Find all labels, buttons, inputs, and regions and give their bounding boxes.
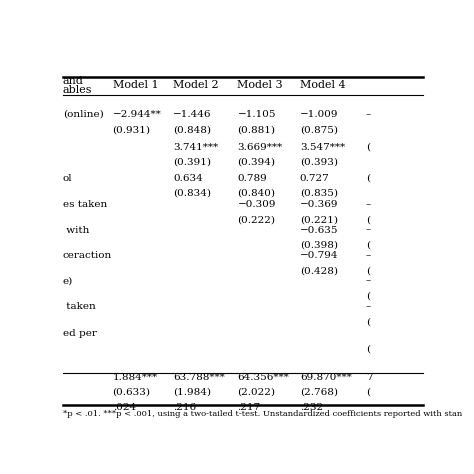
Text: (0.633): (0.633): [112, 388, 151, 397]
Text: (online): (online): [63, 110, 104, 119]
Text: –: –: [366, 277, 371, 286]
Text: (0.394): (0.394): [237, 158, 275, 167]
Text: −1.446: −1.446: [173, 110, 211, 119]
Text: (2.022): (2.022): [237, 388, 275, 397]
Text: 3.669***: 3.669***: [237, 143, 283, 152]
Text: –: –: [366, 226, 371, 235]
Text: (0.931): (0.931): [112, 125, 151, 134]
Text: (0.428): (0.428): [300, 266, 338, 275]
Text: −0.794: −0.794: [300, 251, 338, 260]
Text: –: –: [366, 251, 371, 260]
Text: (: (: [366, 388, 370, 397]
Text: Model 4: Model 4: [300, 81, 346, 91]
Text: 0.634: 0.634: [173, 173, 203, 182]
Text: 69.870***: 69.870***: [300, 373, 352, 382]
Text: (: (: [366, 266, 370, 275]
Text: (0.875): (0.875): [300, 125, 338, 134]
Text: –: –: [366, 110, 371, 119]
Text: ol: ol: [63, 173, 73, 182]
Text: 3.547***: 3.547***: [300, 143, 345, 152]
Text: .024: .024: [112, 403, 136, 412]
Text: −1.009: −1.009: [300, 110, 338, 119]
Text: (: (: [366, 344, 370, 353]
Text: ables: ables: [63, 85, 92, 95]
Text: (0.848): (0.848): [173, 125, 211, 134]
Text: −0.635: −0.635: [300, 226, 338, 235]
Text: (: (: [366, 241, 370, 250]
Text: 1.884***: 1.884***: [112, 373, 158, 382]
Text: es taken: es taken: [63, 200, 107, 209]
Text: (0.393): (0.393): [300, 158, 338, 167]
Text: (0.391): (0.391): [173, 158, 211, 167]
Text: (: (: [366, 292, 370, 301]
Text: and: and: [63, 76, 84, 86]
Text: (0.221): (0.221): [300, 215, 338, 224]
Text: –: –: [366, 302, 371, 311]
Text: .217: .217: [237, 403, 261, 412]
Text: (0.840): (0.840): [237, 189, 275, 198]
Text: −0.309: −0.309: [237, 200, 276, 209]
Text: 0.727: 0.727: [300, 173, 329, 182]
Text: 3.741***: 3.741***: [173, 143, 218, 152]
Text: −1.105: −1.105: [237, 110, 276, 119]
Text: (: (: [366, 318, 370, 327]
Text: 7: 7: [366, 373, 373, 382]
Text: taken: taken: [63, 302, 96, 311]
Text: ceraction: ceraction: [63, 251, 112, 260]
Text: (0.834): (0.834): [173, 189, 211, 198]
Text: ed per: ed per: [63, 329, 97, 338]
Text: Model 1: Model 1: [112, 81, 158, 91]
Text: 64.356***: 64.356***: [237, 373, 289, 382]
Text: e): e): [63, 277, 73, 286]
Text: 0.789: 0.789: [237, 173, 267, 182]
Text: (0.881): (0.881): [237, 125, 275, 134]
Text: −2.944**: −2.944**: [112, 110, 161, 119]
Text: (2.768): (2.768): [300, 388, 338, 397]
Text: –: –: [366, 200, 371, 209]
Text: *p < .01. ***p < .001, using a two-tailed t-test. Unstandardized coefficients re: *p < .01. ***p < .001, using a two-taile…: [63, 410, 462, 418]
Text: .232: .232: [300, 403, 323, 412]
Text: with: with: [63, 226, 89, 235]
Text: (0.835): (0.835): [300, 189, 338, 198]
Text: 63.788***: 63.788***: [173, 373, 225, 382]
Text: .216: .216: [173, 403, 196, 412]
Text: Model 2: Model 2: [173, 81, 219, 91]
Text: (1.984): (1.984): [173, 388, 211, 397]
Text: −0.369: −0.369: [300, 200, 338, 209]
Text: (: (: [366, 215, 370, 224]
Text: (: (: [366, 173, 370, 182]
Text: (0.222): (0.222): [237, 215, 275, 224]
Text: Model 3: Model 3: [237, 81, 283, 91]
Text: (: (: [366, 143, 370, 152]
Text: (0.398): (0.398): [300, 241, 338, 250]
